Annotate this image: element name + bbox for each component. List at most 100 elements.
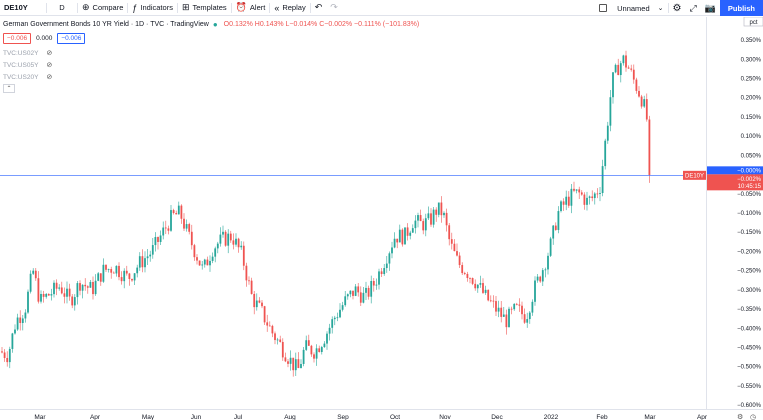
candle-body <box>313 354 315 359</box>
price-tick-label: −0.100% <box>737 211 762 217</box>
candle-body <box>196 257 198 261</box>
candle-body <box>417 215 419 221</box>
eye-off-icon[interactable]: ⊘ <box>46 74 53 81</box>
candle-body <box>175 213 178 215</box>
templates-button[interactable]: ⊞ Templates <box>178 0 231 16</box>
candle-body <box>466 273 469 279</box>
candle-body <box>125 270 128 274</box>
candle-body <box>162 227 165 236</box>
candle-body <box>346 294 349 297</box>
legend-title: German Government Bonds 10 YR Yield · 1D… <box>3 21 209 28</box>
crosshair-price-box <box>707 166 763 175</box>
indicators-button[interactable]: ƒ Indicators <box>128 0 177 16</box>
candle-body <box>482 283 484 293</box>
chevron-down-icon: ⌄ <box>657 5 664 12</box>
compare-series-row[interactable]: TVC:US02Y ⊘ <box>3 49 53 58</box>
candle-body <box>539 276 542 282</box>
time-axis[interactable]: Mar Apr May Jun Jul Aug Sep Oct Nov Dec 2022 Feb Mar… <box>0 409 763 420</box>
interval-button[interactable]: D <box>59 3 65 12</box>
candle-body <box>380 271 383 275</box>
candle-body <box>463 273 466 274</box>
candle-body <box>16 317 19 330</box>
alert-button[interactable]: ⏰ Alert <box>232 0 270 16</box>
layout-name-button[interactable]: Unnamed ⌄ <box>613 0 667 16</box>
legend-collapse-button[interactable]: ⌃ <box>3 84 15 93</box>
undo-icon: ↶ <box>314 2 323 12</box>
candle-body <box>94 280 97 295</box>
templates-grid-icon: ⊞ <box>181 2 190 12</box>
toolbar-right: Unnamed ⌄ ⚙ ⤢ 📷 Publish <box>593 0 763 16</box>
candle-body <box>326 333 328 344</box>
candle-body <box>648 119 651 176</box>
price-tick-label: 0.200% <box>741 96 762 102</box>
time-tick-label: Mar <box>644 414 656 420</box>
time-tick-label: Apr <box>90 414 101 420</box>
eye-off-icon[interactable]: ⊘ <box>46 62 53 69</box>
candle-body <box>73 297 76 306</box>
snapshot-button[interactable]: 📷 <box>701 0 720 16</box>
price-axis[interactable]: 0.350% 0.300% 0.250% 0.200% 0.150% 0.100% 0.05… <box>706 16 763 409</box>
replay-button[interactable]: « Replay <box>270 0 309 16</box>
settings-button[interactable]: ⚙ <box>669 0 686 16</box>
candle-body <box>378 271 380 285</box>
candle-body <box>443 212 445 216</box>
candle-body <box>554 225 557 230</box>
candle-body <box>248 280 250 282</box>
sell-badge[interactable]: −0.006 <box>3 33 32 44</box>
candle-body <box>29 273 32 292</box>
fullscreen-button[interactable]: ⤢ <box>685 0 700 16</box>
candle-body <box>549 238 552 256</box>
candle-body <box>609 97 612 126</box>
time-axis-ticks: Mar Apr May Jun Jul Aug Sep Oct Nov Dec 2022 Feb Mar… <box>34 414 707 420</box>
candle-body <box>274 333 276 341</box>
candle-body <box>315 348 318 359</box>
candle-body <box>588 196 591 198</box>
candlestick-chart[interactable] <box>0 17 706 409</box>
time-tick-label: Sep <box>337 414 349 420</box>
redo-button[interactable]: ↷ <box>326 0 342 16</box>
toolbar-divider <box>176 2 178 13</box>
chart-pane[interactable] <box>0 17 706 409</box>
price-axis-scale[interactable]: 0.350% 0.300% 0.250% 0.200% 0.150% 0.100% 0.05… <box>707 16 763 409</box>
candle-body <box>354 286 357 296</box>
layout-checkbox[interactable] <box>599 4 608 12</box>
buy-badge[interactable]: −0.006 <box>57 33 86 44</box>
market-status-icon: ● <box>212 20 218 29</box>
candle-body <box>367 287 370 297</box>
candle-body <box>193 245 196 258</box>
candle-body <box>258 300 261 303</box>
compare-series-row[interactable]: TVC:US05Y ⊘ <box>3 61 53 70</box>
candle-body <box>53 282 55 295</box>
candle-body <box>497 307 500 312</box>
candle-body <box>37 278 40 302</box>
undo-button[interactable]: ↶ <box>311 0 327 16</box>
candle-body <box>370 280 373 297</box>
symbol-search[interactable]: DE10Y <box>4 3 28 12</box>
toolbar-divider <box>309 2 311 13</box>
candle-body <box>515 303 518 305</box>
candle-body <box>232 240 235 245</box>
candle-body <box>333 317 336 320</box>
last-time-label: 10:45:15 <box>738 184 762 190</box>
candle-body <box>385 263 388 269</box>
candle-body <box>391 247 393 254</box>
candle-body <box>154 237 157 246</box>
candle-body <box>336 317 339 319</box>
toolbar-divider <box>46 2 47 13</box>
candle-body <box>344 296 347 306</box>
candle-body <box>560 201 562 212</box>
candle-body <box>50 294 53 296</box>
candle-body <box>177 205 180 215</box>
candle-body <box>318 348 321 352</box>
candle-body <box>614 64 617 73</box>
candle-body <box>76 283 79 298</box>
eye-off-icon[interactable]: ⊘ <box>46 50 53 57</box>
candle-body <box>562 201 565 205</box>
candle-body <box>469 278 471 279</box>
candle-body <box>34 270 37 279</box>
time-axis-scale[interactable]: Mar Apr May Jun Jul Aug Sep Oct Nov Dec 2022 Feb Mar… <box>0 410 763 420</box>
compare-button[interactable]: ⊕ Compare <box>78 0 127 16</box>
publish-button[interactable]: Publish <box>719 0 763 16</box>
candle-body <box>47 293 50 296</box>
compare-series-row[interactable]: TVC:US20Y ⊘ <box>3 73 53 82</box>
